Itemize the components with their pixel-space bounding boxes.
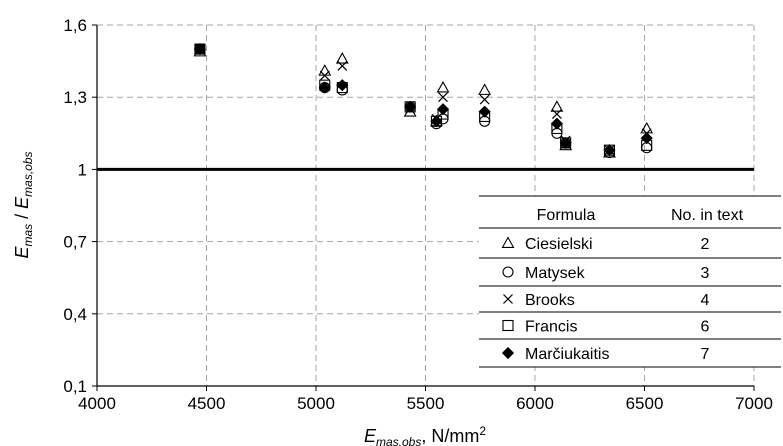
legend-series-number: 3 <box>701 265 710 282</box>
data-point-circle <box>641 142 653 154</box>
data-points-layer <box>193 43 654 159</box>
legend-series-name: Matysek <box>525 265 586 282</box>
series-triangle <box>193 44 654 158</box>
y-tick-label: 1,3 <box>63 88 87 107</box>
legend: Formula No. in text Ciesielski 2 Matysek 3 Bro… <box>479 195 781 368</box>
data-point-triangle <box>436 80 450 93</box>
data-point-cross <box>479 94 490 105</box>
x-tick-label: 4500 <box>188 394 226 413</box>
legend-marker-square <box>502 319 514 332</box>
legend-series-number: 2 <box>701 236 710 253</box>
y-tick-label: 0,7 <box>63 233 87 252</box>
y-axis-title: Emas / Emas,obs <box>12 151 35 258</box>
data-point-diamond <box>550 117 563 130</box>
series-diamond <box>193 43 653 157</box>
data-point-diamond <box>559 136 572 149</box>
data-point-diamond <box>404 100 417 113</box>
data-point-diamond <box>430 115 443 128</box>
series-square <box>194 43 653 156</box>
x-tick-label: 6500 <box>626 394 664 413</box>
axis-titles: Emas,obs, N/mm2 Emas / Emas,obs <box>12 151 486 446</box>
y-tick-label: 1,6 <box>63 16 87 35</box>
y-tick-label: 0,4 <box>63 305 87 324</box>
x-tick-label: 5000 <box>297 394 335 413</box>
series-cross <box>195 44 652 156</box>
legend-marker-cross <box>503 294 513 304</box>
x-axis-title: Emas,obs, N/mm2 <box>364 424 486 446</box>
series-circle <box>194 43 653 159</box>
x-tick-label: 6000 <box>516 394 554 413</box>
data-point-cross <box>337 60 348 71</box>
data-point-triangle <box>550 100 564 112</box>
x-tick-label: 7000 <box>735 394 773 413</box>
legend-series-name: Francis <box>525 319 577 336</box>
legend-series-name: Ciesielski <box>525 236 593 253</box>
legend-marker-circle <box>502 266 514 278</box>
data-point-diamond <box>336 79 349 92</box>
data-point-diamond <box>436 103 450 116</box>
data-point-triangle <box>335 52 349 64</box>
legend-series-number: 7 <box>701 346 710 363</box>
data-point-diamond <box>478 105 491 118</box>
y-tick-label: 0,1 <box>63 377 87 396</box>
data-point-triangle <box>640 121 654 134</box>
data-point-cross <box>438 92 448 103</box>
legend-series-name: Marčiukaitis <box>525 346 609 363</box>
data-point-triangle <box>318 64 332 76</box>
legend-marker-diamond <box>501 346 515 360</box>
legend-series-number: 6 <box>701 319 710 336</box>
axis-layer: 4000 4500 5000 5500 6000 6500 7000 0,1 0,4 0,7 1 1,… <box>63 16 773 413</box>
legend-header-formula: Formula <box>537 207 596 224</box>
data-point-diamond <box>603 144 616 157</box>
x-tick-label: 4000 <box>78 394 116 413</box>
legend-series-name: Brooks <box>525 292 575 309</box>
legend-series-number: 4 <box>701 292 710 309</box>
legend-marker-triangle <box>501 236 515 248</box>
data-point-cross <box>319 70 330 81</box>
x-tick-label: 5500 <box>407 394 445 413</box>
data-point-diamond <box>318 81 331 94</box>
y-tick-label: 1 <box>78 160 87 179</box>
data-point-triangle <box>478 83 492 95</box>
legend-header-number: No. in text <box>671 207 744 224</box>
data-point-diamond <box>640 132 653 145</box>
data-point-diamond <box>193 43 206 56</box>
data-point-cross <box>551 109 562 119</box>
